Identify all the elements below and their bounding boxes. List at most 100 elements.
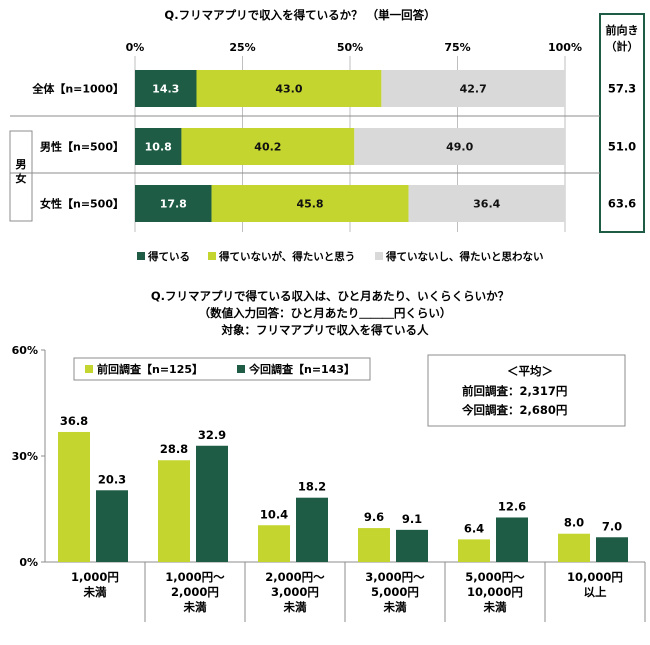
top-legend-swatch bbox=[208, 252, 216, 260]
bottom-category-label: 未満 bbox=[383, 600, 407, 614]
top-bar-value: 49.0 bbox=[446, 141, 473, 154]
average-box bbox=[427, 354, 626, 427]
bottom-category-label: 2,000円 bbox=[171, 585, 219, 599]
top-bar-segment bbox=[408, 185, 565, 222]
bottom-bar bbox=[458, 539, 490, 562]
bottom-bar-value: 28.8 bbox=[160, 442, 188, 456]
top-row-label: 女性【n=500】 bbox=[40, 197, 124, 211]
top-bar-value: 43.0 bbox=[275, 83, 302, 96]
top-tick-label: 0% bbox=[126, 41, 145, 54]
average-previous: 前回調査：2,317円 bbox=[462, 384, 567, 398]
bottom-y-tick-label: 30% bbox=[12, 450, 38, 463]
bottom-bar bbox=[358, 528, 390, 562]
top-bar-value: 10.8 bbox=[145, 141, 172, 154]
top-bar-segment bbox=[135, 70, 197, 107]
bottom-legend-label: 今回調査【n=143】 bbox=[248, 362, 355, 376]
bottom-bar bbox=[158, 460, 190, 562]
top-tick-label: 100% bbox=[548, 41, 582, 54]
top-legend: 得ている 得ていないが、得たいと思う 得ていないし、得たいと思わない bbox=[137, 250, 544, 263]
bottom-bar bbox=[596, 537, 628, 562]
top-legend-swatch bbox=[375, 252, 383, 260]
group-label-char1: 男 bbox=[16, 158, 27, 171]
group-bracket bbox=[9, 130, 33, 222]
top-bar-value: 42.7 bbox=[460, 83, 487, 96]
top-legend-label: 得ていないが、得たいと思う bbox=[218, 250, 355, 263]
top-bar-value: 36.4 bbox=[473, 198, 500, 211]
bottom-category-label: 未満 bbox=[483, 600, 507, 614]
bottom-bar-value: 8.0 bbox=[564, 516, 584, 530]
bottom-y-tick-label: 0% bbox=[19, 556, 38, 569]
top-legend-swatch bbox=[137, 252, 145, 260]
bottom-legend-label: 前回調査【n=125】 bbox=[97, 362, 203, 376]
bottom-title-line2: （数値入力回答：ひと月あたり＿＿＿円くらい） bbox=[199, 306, 452, 320]
top-bar-segment bbox=[354, 128, 565, 165]
bottom-bar-value: 32.9 bbox=[198, 428, 226, 442]
bottom-legend: 前回調査【n=125】 今回調査【n=143】 bbox=[85, 362, 355, 376]
top-row-total: 57.3 bbox=[608, 82, 636, 96]
top-tick-label: 25% bbox=[229, 41, 255, 54]
bottom-category-label: 10,000円 bbox=[567, 570, 623, 584]
bottom-bar bbox=[96, 490, 128, 562]
bottom-category-label: 10,000円 bbox=[467, 585, 523, 599]
side-header-line2: （計） bbox=[606, 39, 639, 53]
bottom-bar bbox=[558, 533, 590, 562]
bottom-bar-value: 18.2 bbox=[298, 480, 326, 494]
top-axis-ticks: 0% 25% 50% 75% 100% bbox=[126, 41, 582, 54]
top-bar-segment bbox=[181, 128, 355, 165]
top-tick-label: 50% bbox=[337, 41, 363, 54]
bottom-legend-swatch bbox=[85, 365, 93, 373]
bottom-legend-box bbox=[73, 357, 371, 381]
bottom-category-label: 未満 bbox=[183, 600, 207, 614]
bottom-category-label: 1,000円 bbox=[71, 570, 119, 584]
bottom-axis: 60%30%0%1,000円未満1,000円～2,000円未満2,000円～3,… bbox=[12, 344, 646, 622]
bottom-bar-value: 9.1 bbox=[402, 512, 422, 526]
top-bar-segment bbox=[211, 185, 409, 222]
side-header-line1: 前向き bbox=[606, 23, 639, 37]
top-question: Q.フリマアプリで収入を得ているか？ （単一回答） bbox=[164, 8, 435, 22]
side-total-box bbox=[599, 13, 645, 233]
bottom-bar bbox=[396, 529, 428, 562]
top-row-total: 63.6 bbox=[608, 197, 636, 211]
top-bar-value: 14.3 bbox=[152, 83, 179, 96]
bottom-bar-value: 10.4 bbox=[260, 507, 288, 521]
bottom-category-label: 5,000円 bbox=[371, 585, 419, 599]
bottom-title-line3: 対象：フリマアプリで収入を得ている人 bbox=[221, 323, 429, 337]
bottom-bar-value: 12.6 bbox=[498, 499, 526, 513]
bottom-bar bbox=[258, 525, 290, 562]
bottom-bar-value: 6.4 bbox=[464, 521, 484, 535]
bottom-bar-value: 9.6 bbox=[364, 510, 384, 524]
bottom-legend-swatch bbox=[237, 365, 245, 373]
bottom-title-line1: Q.フリマアプリで得ている収入は、ひと月あたり、いくらくらいか？ bbox=[151, 289, 509, 303]
average-title: ＜平均＞ bbox=[507, 364, 553, 378]
top-rows: 全体【n=1000】 14.3 43.0 42.7 57.3 男性【n=500】 10.8 4… bbox=[10, 70, 636, 222]
bottom-category-label: 3,000円 bbox=[271, 585, 319, 599]
top-bar-value: 17.8 bbox=[160, 198, 187, 211]
top-bar-segment bbox=[135, 128, 182, 165]
bottom-category-label: 1,000円～ bbox=[165, 570, 225, 584]
top-legend-label: 得ている bbox=[147, 250, 190, 263]
bottom-bar bbox=[496, 517, 528, 562]
bottom-bar bbox=[58, 431, 90, 562]
top-bar-segment bbox=[196, 70, 382, 107]
bottom-bar bbox=[196, 445, 228, 562]
bottom-category-label: 5,000円～ bbox=[465, 570, 525, 584]
bottom-bar-value: 20.3 bbox=[98, 472, 126, 486]
bottom-category-label: 3,000円～ bbox=[365, 570, 425, 584]
top-legend-label: 得ていないし、得たいと思わない bbox=[385, 250, 544, 263]
top-row-total: 51.0 bbox=[608, 140, 636, 154]
top-row-label: 男性【n=500】 bbox=[40, 140, 124, 154]
bottom-bar bbox=[296, 497, 328, 562]
bottom-bar-value: 7.0 bbox=[602, 519, 622, 533]
top-tick-label: 75% bbox=[444, 41, 470, 54]
top-bar-value: 45.8 bbox=[296, 198, 323, 211]
bottom-category-label: 以上 bbox=[584, 585, 607, 599]
bottom-y-tick-label: 60% bbox=[12, 344, 38, 357]
bottom-bar-value: 36.8 bbox=[60, 414, 88, 428]
bottom-category-label: 2,000円～ bbox=[265, 570, 325, 584]
top-row-label: 全体【n=1000】 bbox=[31, 82, 124, 96]
group-label: 男女 bbox=[16, 158, 27, 185]
top-bar-value: 40.2 bbox=[254, 141, 281, 154]
group-label-char2: 女 bbox=[16, 171, 27, 185]
top-bar-segment bbox=[381, 70, 565, 107]
